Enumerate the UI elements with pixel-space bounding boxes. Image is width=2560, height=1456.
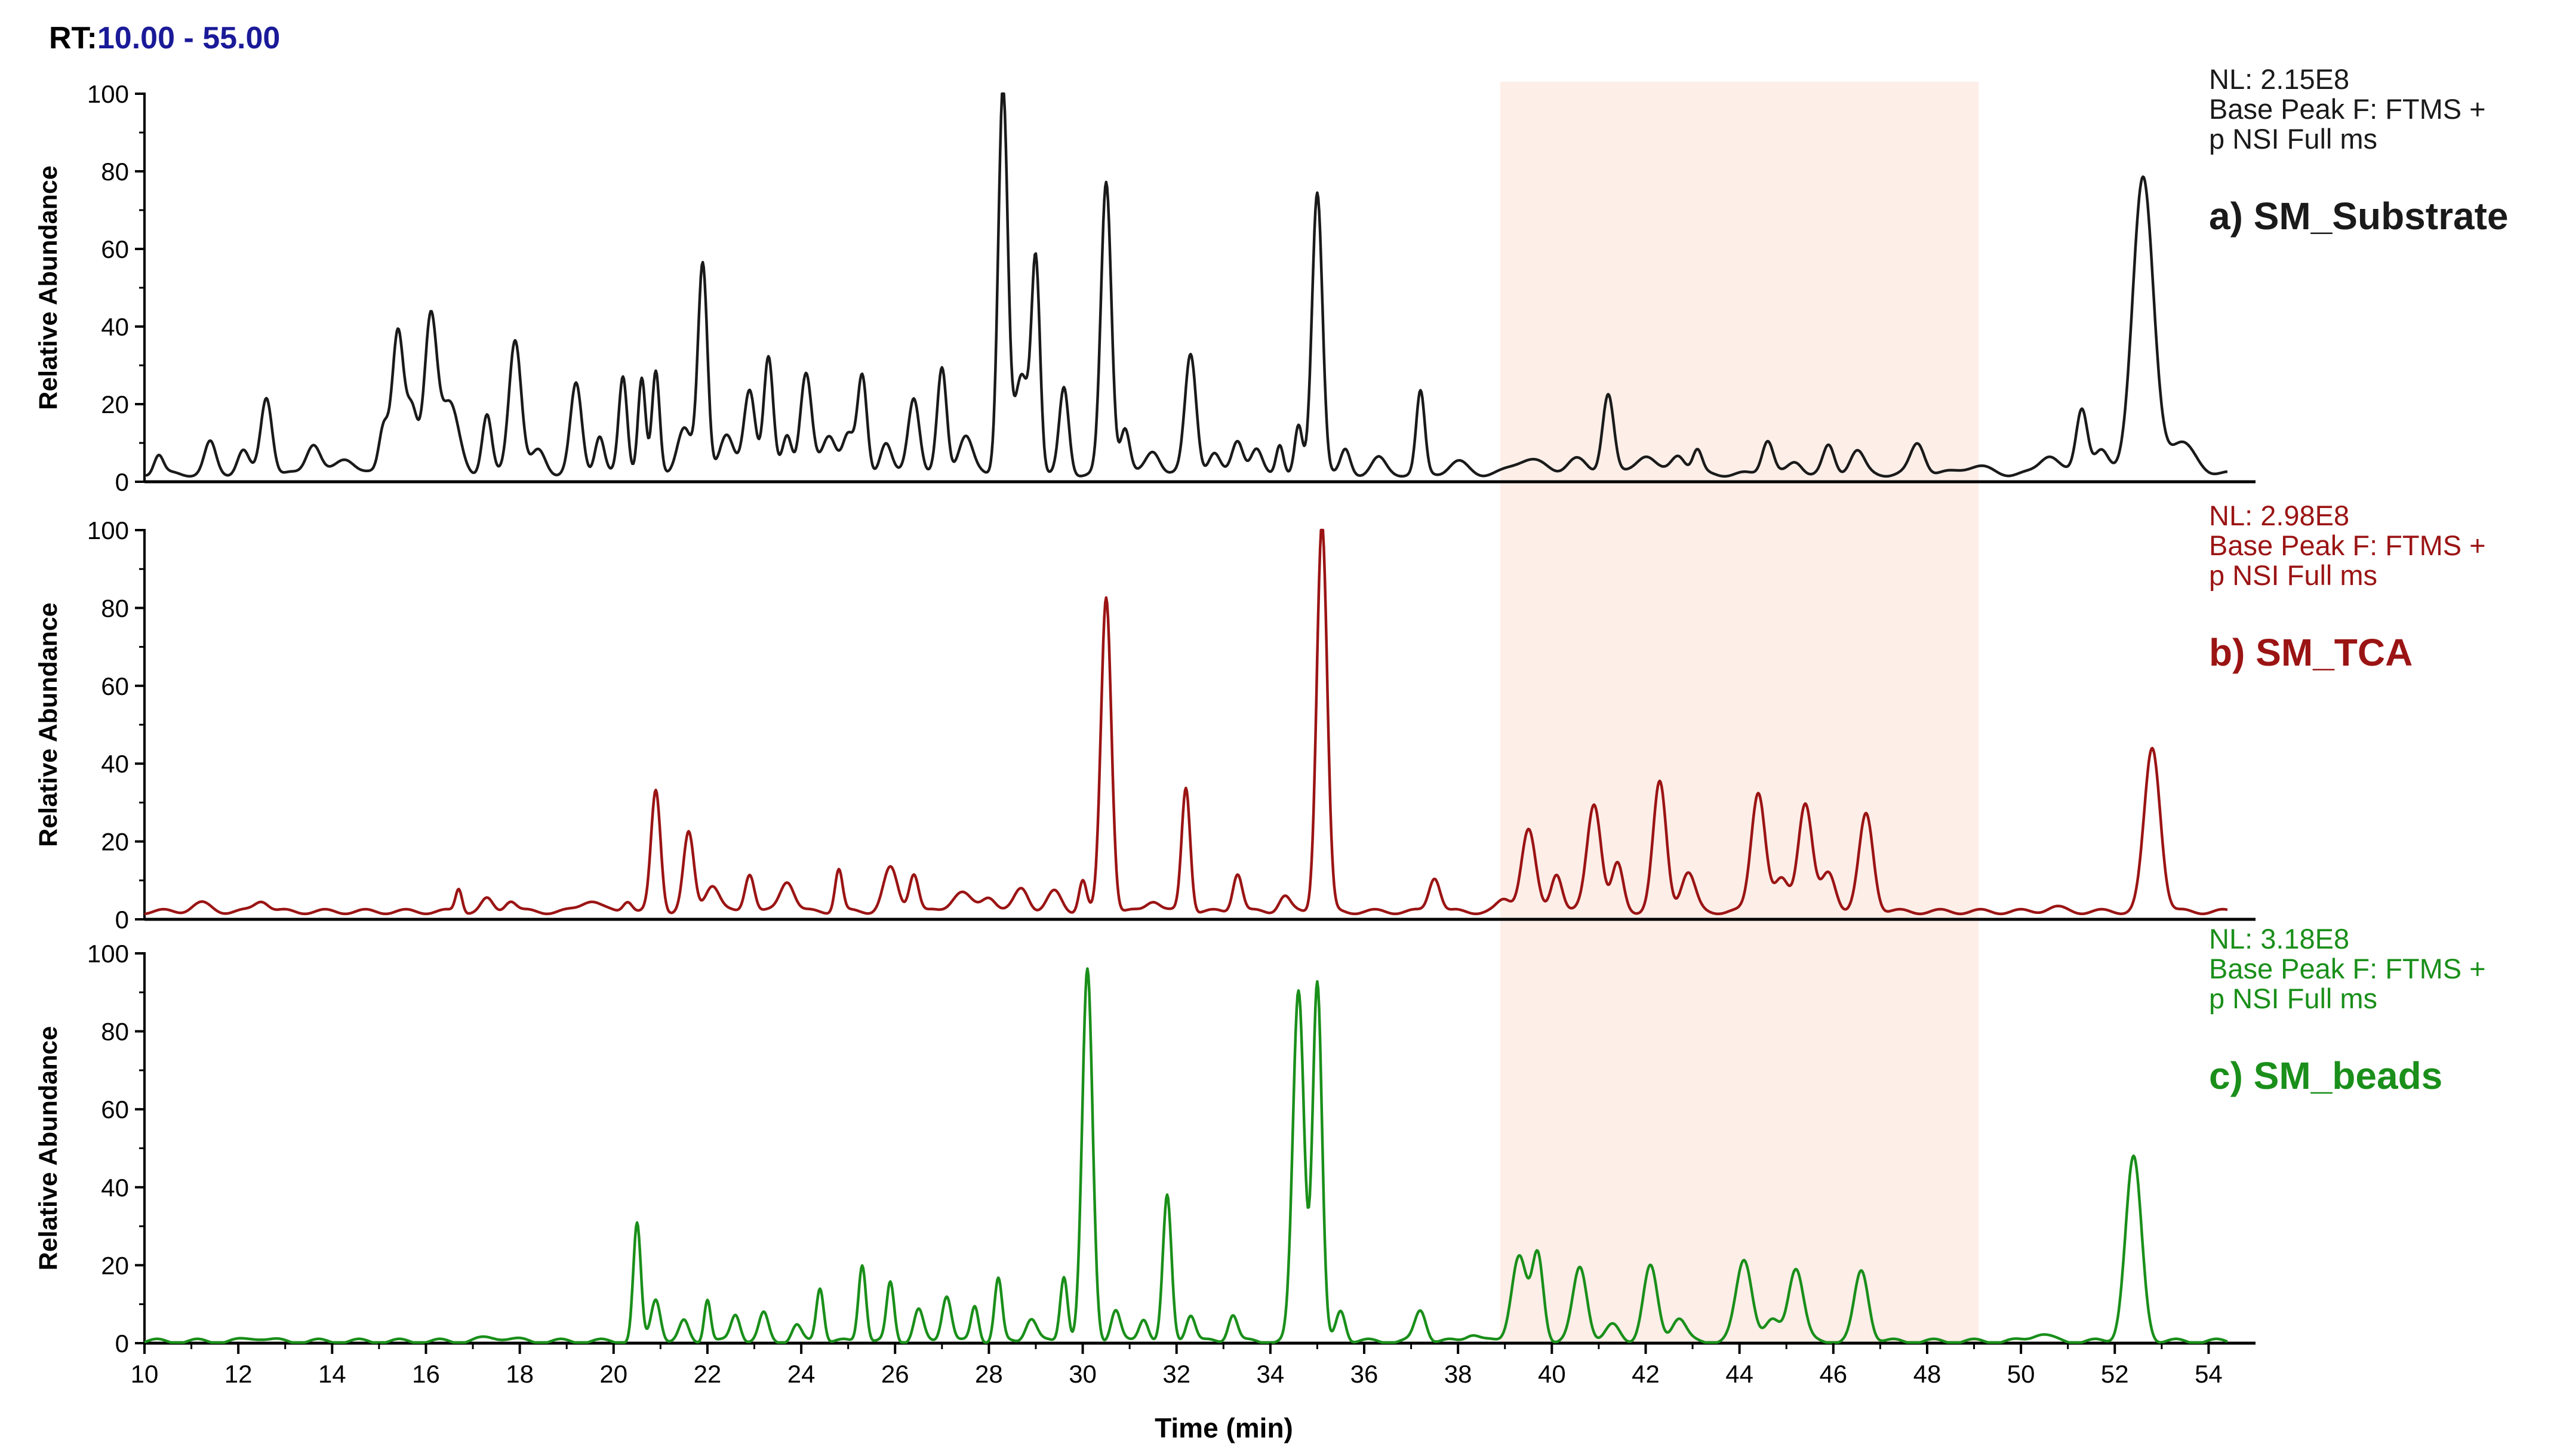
nl-label: NL: 2.98E8: [2209, 500, 2349, 531]
x-tick-label: 20: [599, 1360, 627, 1388]
rt-prefix: RT:: [49, 21, 97, 56]
x-tick-label: 12: [224, 1360, 253, 1388]
rt-range: 10.00 - 55.00: [97, 21, 281, 56]
sample-label: c) SM_beads: [2209, 1054, 2442, 1097]
x-axis-label: Time (min): [1155, 1412, 1293, 1443]
panel-2: 0 20 40 60 80 100 Relative Abundance NL: 2.98E8…: [34, 500, 2486, 934]
x-tick-label: 48: [1913, 1360, 1941, 1388]
highlight-region: [1500, 82, 1979, 1343]
y-axis-label: Relative Abundance: [34, 1026, 63, 1270]
base-peak-label: Base Peak F: FTMS +: [2209, 93, 2486, 125]
x-tick-label: 18: [506, 1360, 534, 1388]
x-tick-label: 54: [2195, 1360, 2223, 1388]
x-tick-label: 38: [1444, 1360, 1472, 1388]
y-axis-label: Relative Abundance: [34, 602, 63, 846]
scan-label: p NSI Full ms: [2209, 123, 2377, 155]
y-tick-label: 40: [101, 750, 129, 778]
scan-label: p NSI Full ms: [2209, 983, 2377, 1014]
y-tick-label: 40: [101, 1174, 129, 1202]
base-peak-label: Base Peak F: FTMS +: [2209, 530, 2486, 561]
y-tick-label: 0: [115, 468, 129, 496]
sample-label: a) SM_Substrate: [2209, 195, 2508, 238]
y-tick-label: 80: [101, 594, 129, 622]
y-tick-label: 0: [115, 906, 129, 934]
x-tick-label: 50: [2007, 1360, 2035, 1388]
y-tick-label: 100: [87, 940, 129, 968]
x-tick-label: 40: [1538, 1360, 1566, 1388]
x-tick-label: 32: [1162, 1360, 1190, 1388]
y-tick-label: 0: [115, 1329, 129, 1358]
y-tick-label: 20: [101, 1251, 129, 1279]
y-tick-label: 60: [101, 235, 129, 263]
y-axis-label: Relative Abundance: [34, 165, 63, 410]
nl-label: NL: 3.18E8: [2209, 923, 2349, 955]
base-peak-label: Base Peak F: FTMS +: [2209, 953, 2486, 984]
x-tick-label: 42: [1632, 1360, 1660, 1388]
y-tick-label: 80: [101, 158, 129, 186]
x-tick-label: 46: [1819, 1360, 1847, 1388]
panel-1: 0 20 40 60 80 100 Relative Abundance NL: 2.15E8…: [34, 63, 2508, 496]
y-tick-label: 60: [101, 672, 129, 700]
nl-label: NL: 2.15E8: [2209, 63, 2349, 95]
y-tick-label: 60: [101, 1095, 129, 1123]
y-tick-label: 100: [87, 516, 129, 544]
x-tick-label: 52: [2101, 1360, 2129, 1388]
x-tick-label: 22: [694, 1360, 722, 1388]
x-tick-label: 28: [975, 1360, 1003, 1388]
y-tick-label: 40: [101, 313, 129, 341]
x-tick-label: 10: [131, 1360, 159, 1388]
y-tick-label: 20: [101, 390, 129, 418]
x-tick-label: 14: [318, 1360, 346, 1388]
y-tick-label: 80: [101, 1018, 129, 1046]
y-tick-label: 20: [101, 828, 129, 856]
x-tick-label: 24: [787, 1360, 816, 1388]
x-tick-label: 30: [1069, 1360, 1097, 1388]
scan-label: p NSI Full ms: [2209, 559, 2377, 591]
rt-label: RT:10.00 - 55.00: [49, 20, 280, 56]
y-tick-label: 100: [87, 80, 129, 108]
x-tick-label: 26: [881, 1360, 909, 1388]
trace-line: [144, 528, 2228, 916]
x-tick-label: 36: [1350, 1360, 1379, 1388]
x-tick-label: 34: [1257, 1360, 1285, 1388]
panel-3: 0 20 40 60 80 100 Relative Abundance NL: 3.18E8…: [34, 923, 2486, 1358]
x-tick-label: 16: [412, 1360, 440, 1388]
sample-label: b) SM_TCA: [2209, 631, 2413, 674]
x-tick-label: 44: [1725, 1360, 1753, 1388]
trace-line: [144, 967, 2228, 1344]
trace-line: [144, 92, 2228, 478]
